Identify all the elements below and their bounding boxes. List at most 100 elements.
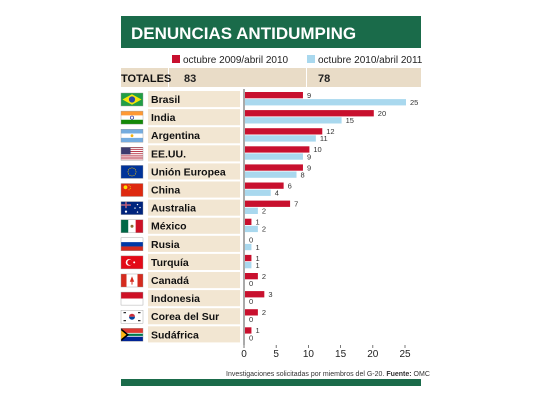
category-label-sudafrica: Sudáfrica	[151, 329, 199, 341]
data-label-series-1-turquia: 1	[255, 254, 259, 263]
bar-series-2-union-europea	[245, 171, 297, 178]
bar-series-1-indonesia	[245, 291, 265, 298]
chart-title: DENUNCIAS ANTIDUMPING	[131, 24, 356, 43]
bar-series-1-canada	[245, 273, 258, 280]
data-label-series-1-sudafrica: 1	[255, 326, 259, 335]
data-label-series-2-china: 4	[275, 189, 279, 198]
row-band-union-europea	[148, 163, 240, 180]
legend-label-series-1: octubre 2009/abril 2010	[183, 55, 289, 66]
category-label-turquia: Turquía	[151, 257, 189, 269]
bar-series-2-india	[245, 117, 342, 124]
bar-series-2-mexico	[245, 225, 258, 233]
data-label-series-2-turquia: 1	[255, 261, 259, 270]
row-band-brasil	[148, 91, 240, 108]
data-label-series-2-argentina: 11	[320, 134, 328, 143]
data-label-series-2-corea-del-sur: 0	[249, 315, 253, 324]
south-korea-flag-icon	[120, 310, 144, 324]
x-tick-label-15: 15	[335, 349, 347, 360]
data-label-series-2-sudafrica: 0	[249, 333, 253, 342]
x-tick-label-20: 20	[367, 349, 379, 360]
brazil-flag-icon	[120, 92, 144, 107]
bar-series-1-china	[245, 182, 284, 189]
total-value-series-2: 78	[318, 73, 330, 85]
data-label-series-1-argentina: 12	[326, 127, 334, 136]
data-label-series-1-rusia: 0	[249, 236, 253, 245]
bar-series-1-turquia	[245, 254, 252, 262]
row-band-mexico	[148, 217, 240, 234]
mexico-flag-icon	[120, 219, 144, 233]
data-label-series-1-china: 6	[288, 181, 292, 190]
argentina-flag-icon	[120, 128, 144, 143]
footer-band	[121, 379, 421, 386]
chart-rows: Brasil India Argentina EE.UU. Unión Europea C…	[120, 91, 240, 343]
china-flag-icon	[120, 183, 144, 197]
eu-flag-icon	[120, 165, 144, 179]
bar-series-2-brasil	[245, 99, 406, 106]
x-tick-label-10: 10	[303, 349, 315, 360]
data-label-series-1-brasil: 9	[307, 91, 311, 100]
header-band	[121, 16, 421, 48]
data-label-series-1-australia: 7	[294, 200, 298, 209]
row-band-australia	[148, 199, 240, 216]
category-label-argentina: Argentina	[151, 130, 200, 142]
data-label-series-1-canada: 2	[262, 272, 266, 281]
bar-series-2-turquia	[245, 262, 252, 269]
bar-series-1-union-europea	[245, 164, 303, 171]
bar-series-1-australia	[245, 200, 291, 207]
russia-flag-icon	[120, 237, 144, 252]
row-band-canada	[148, 272, 240, 289]
x-axis-ticks: 0 5 10 15 20 25	[241, 345, 411, 360]
bar-series-2-ee-uu	[245, 153, 303, 160]
bar-series-2-china	[245, 189, 271, 196]
totals-band	[121, 68, 421, 87]
data-label-series-2-indonesia: 0	[249, 297, 253, 306]
category-label-australia: Australia	[151, 203, 196, 215]
totals-divider	[306, 68, 307, 87]
turkey-flag-icon	[120, 255, 144, 270]
india-flag-icon	[120, 110, 144, 125]
category-label-canada: Canadá	[151, 275, 189, 287]
category-label-rusia: Rusia	[151, 239, 180, 251]
bar-series-1-mexico	[245, 218, 252, 225]
row-band-turquia	[148, 253, 240, 270]
category-label-china: China	[151, 185, 180, 197]
bar-series-2-rusia	[245, 243, 252, 251]
data-label-series-2-rusia: 1	[255, 243, 259, 252]
row-band-indonesia	[148, 290, 240, 307]
footnote-source: OMC	[414, 371, 430, 378]
data-label-series-1-corea-del-sur: 2	[262, 308, 266, 317]
category-label-union-europea: Unión Europea	[151, 166, 226, 178]
category-label-brasil: Brasil	[151, 94, 180, 106]
footnote-source-label: Fuente:	[386, 371, 411, 378]
bar-series-1-argentina	[245, 128, 323, 135]
totals-label: TOTALES	[121, 73, 171, 85]
row-band-india	[148, 109, 240, 126]
data-label-series-2-union-europea: 8	[301, 170, 305, 179]
data-label-series-1-ee-uu: 10	[313, 145, 321, 154]
bar-series-1-ee-uu	[245, 146, 310, 153]
data-label-series-1-india: 20	[378, 109, 386, 118]
usa-flag-icon	[120, 147, 144, 161]
category-label-indonesia: Indonesia	[151, 293, 200, 305]
row-band-ee-uu	[148, 145, 240, 162]
bar-series-2-argentina	[245, 135, 316, 142]
category-label-mexico: México	[151, 221, 187, 233]
footnote: Investigaciones solicitadas por miembros…	[226, 371, 430, 378]
data-label-series-1-union-europea: 9	[307, 163, 311, 172]
x-tick-label-0: 0	[241, 349, 247, 360]
data-label-series-2-brasil: 25	[410, 98, 418, 107]
bar-series-1-brasil	[245, 92, 303, 99]
category-label-ee-uu: EE.UU.	[151, 148, 186, 160]
bar-series-1-india	[245, 110, 374, 117]
row-band-corea-del-sur	[148, 308, 240, 325]
australia-flag-icon	[120, 201, 144, 215]
total-value-series-1: 83	[184, 73, 196, 85]
data-label-series-1-mexico: 1	[255, 218, 259, 227]
data-label-series-2-australia: 2	[262, 207, 266, 216]
row-band-argentina	[148, 127, 240, 144]
legend-swatch-series-1	[172, 55, 180, 63]
data-label-series-2-india: 15	[346, 116, 354, 125]
